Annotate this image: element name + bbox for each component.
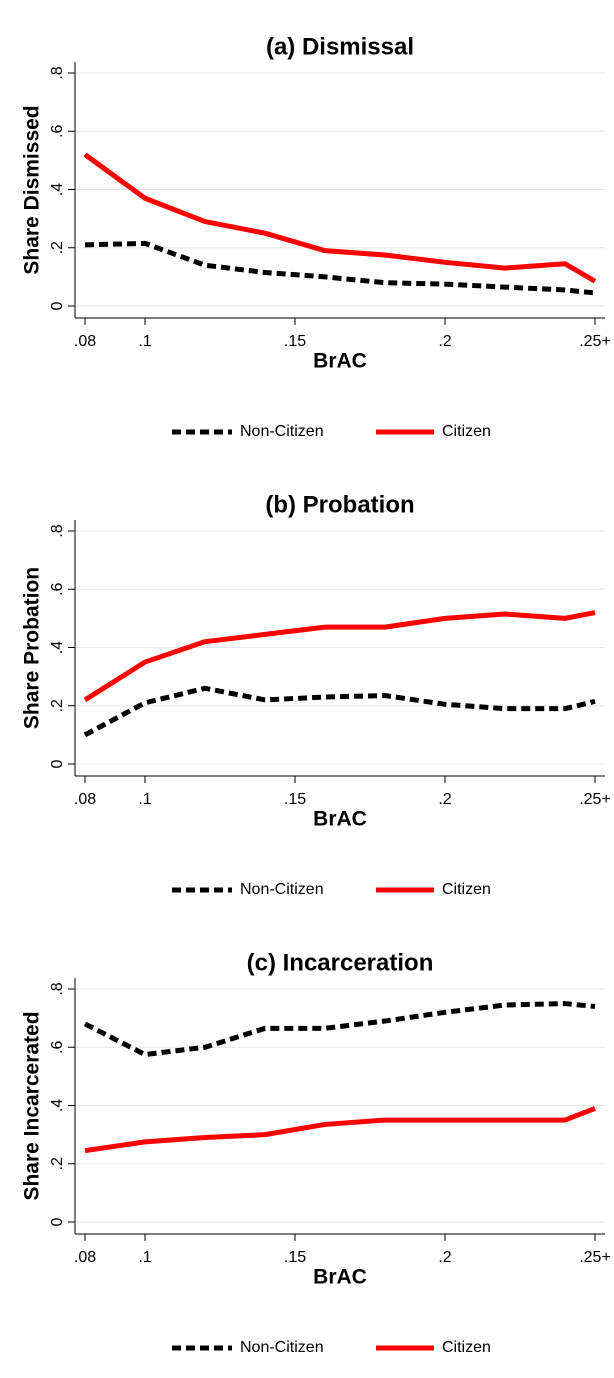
y-tick-label: .4 <box>49 1099 66 1112</box>
y-tick-label: 0 <box>49 759 66 768</box>
y-tick-label: .8 <box>49 982 66 995</box>
x-tick-label: .25+ <box>579 791 611 808</box>
y-tick-label: .2 <box>49 1157 66 1170</box>
legend-label: Non-Citizen <box>240 881 324 898</box>
x-axis-title: BrAC <box>313 1266 367 1289</box>
legend-label: Citizen <box>442 423 491 440</box>
x-tick-label: .2 <box>438 1249 451 1266</box>
y-tick-label: .8 <box>49 524 66 537</box>
x-tick-label: .1 <box>138 333 151 350</box>
y-tick-label: .4 <box>49 641 66 654</box>
x-tick-label: .15 <box>284 791 306 808</box>
x-tick-label: .25+ <box>579 333 611 350</box>
x-tick-label: .08 <box>74 1249 96 1266</box>
panel-title: (c) Incarceration <box>247 949 434 976</box>
series-line <box>83 1001 596 1058</box>
series-line <box>84 240 596 296</box>
x-tick-label: .2 <box>438 791 451 808</box>
series-line <box>84 1106 596 1154</box>
series-line <box>83 152 597 284</box>
y-tick-label: 0 <box>49 1217 66 1226</box>
x-tick-label: .15 <box>284 333 306 350</box>
y-tick-label: 0 <box>49 301 66 310</box>
y-tick-label: .2 <box>49 699 66 712</box>
y-tick-label: .6 <box>49 124 66 137</box>
legend-label: Non-Citizen <box>240 423 324 440</box>
y-tick-label: .4 <box>49 183 66 196</box>
legend-label: Non-Citizen <box>240 1339 324 1356</box>
series-line <box>83 685 596 738</box>
x-tick-label: .08 <box>74 333 96 350</box>
y-axis-title: Share Probation <box>21 567 44 729</box>
x-tick-label: .1 <box>138 1249 151 1266</box>
panel-title: (b) Probation <box>265 491 414 518</box>
y-tick-label: .8 <box>49 66 66 79</box>
legend-label: Citizen <box>442 1339 491 1356</box>
x-axis-title: BrAC <box>313 350 367 373</box>
y-axis-title: Share Incarcerated <box>21 1011 44 1200</box>
x-tick-label: .08 <box>74 791 96 808</box>
series-line <box>83 610 596 703</box>
panel-title: (a) Dismissal <box>266 33 414 60</box>
x-axis-title: BrAC <box>313 808 367 831</box>
x-tick-label: .15 <box>284 1249 306 1266</box>
legend-label: Citizen <box>442 881 491 898</box>
x-tick-label: .2 <box>438 333 451 350</box>
x-tick-label: .1 <box>138 791 151 808</box>
x-tick-label: .25+ <box>579 1249 611 1266</box>
y-tick-label: .6 <box>49 582 66 595</box>
y-tick-label: .6 <box>49 1040 66 1053</box>
y-axis-title: Share Dismissed <box>21 105 44 274</box>
y-tick-label: .2 <box>49 241 66 254</box>
